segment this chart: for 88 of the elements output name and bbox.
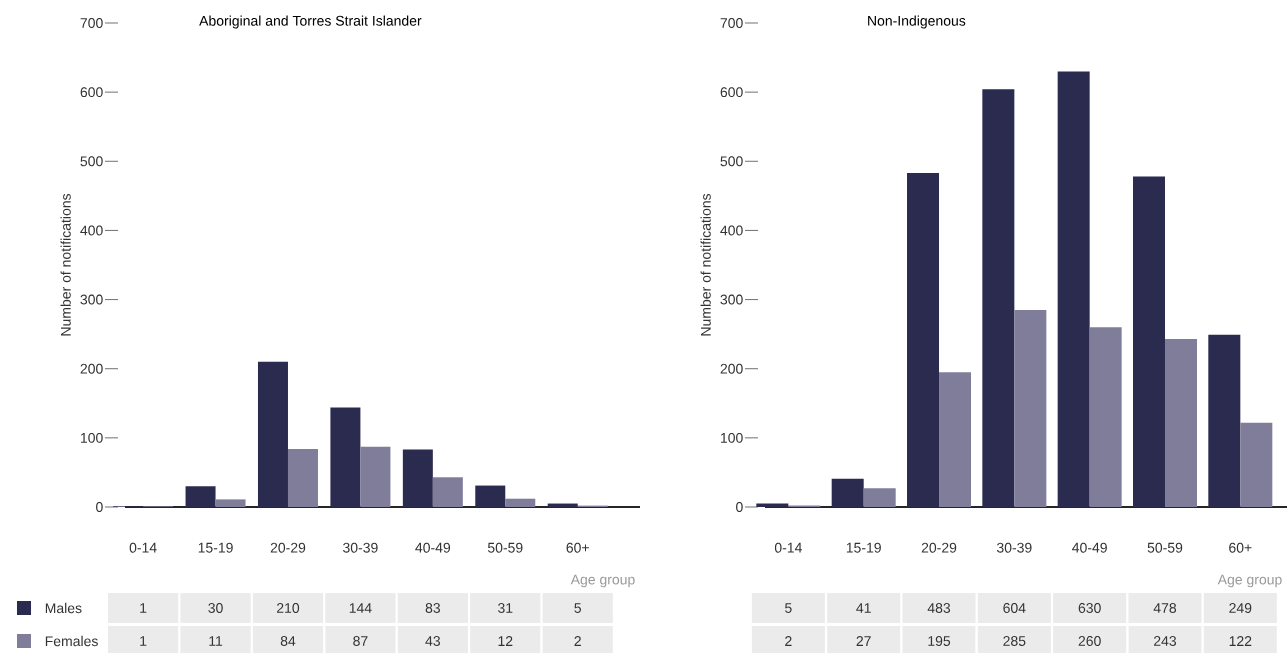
x-tick-label: 15-19 bbox=[198, 542, 233, 553]
y-tick-label: 100 bbox=[81, 432, 103, 443]
x-tick-label: 40-49 bbox=[415, 542, 451, 553]
x-tick-label: 20-29 bbox=[921, 542, 957, 553]
x-tick-label: 0-14 bbox=[129, 542, 157, 553]
data-label: 2 bbox=[574, 636, 581, 646]
y-tick-label: 400 bbox=[720, 225, 743, 236]
y-axis-title: Number of notifications bbox=[700, 193, 711, 336]
bar bbox=[982, 89, 1015, 507]
bar bbox=[287, 448, 318, 507]
y-tick-label: 600 bbox=[80, 87, 103, 98]
x-tick-label: 15-19 bbox=[846, 542, 881, 553]
bar bbox=[402, 449, 433, 507]
data-label: 43 bbox=[425, 636, 441, 646]
data-label: 87 bbox=[353, 636, 368, 646]
chart-title: Non-Indigenous bbox=[868, 15, 966, 29]
bar bbox=[863, 488, 896, 507]
data-label: 12 bbox=[498, 636, 513, 646]
data-label: 478 bbox=[1153, 603, 1177, 613]
y-tick-label: 500 bbox=[80, 156, 103, 167]
x-tick-label: 30-39 bbox=[343, 542, 378, 553]
bar bbox=[1165, 338, 1197, 507]
bar bbox=[1133, 176, 1165, 507]
data-label: 41 bbox=[856, 603, 871, 613]
x-tick-label: 40-49 bbox=[1072, 542, 1107, 553]
bar bbox=[1089, 327, 1122, 507]
data-label: 31 bbox=[498, 603, 513, 613]
x-tick-label: 0-14 bbox=[774, 542, 802, 553]
data-label: 5 bbox=[785, 603, 792, 613]
y-tick-label: 100 bbox=[721, 432, 743, 443]
legend-label: Males bbox=[45, 602, 82, 614]
y-tick-label: 0 bbox=[736, 502, 743, 512]
y-tick-label: 300 bbox=[80, 294, 103, 305]
data-label: 11 bbox=[209, 636, 223, 646]
y-tick-label: 400 bbox=[80, 225, 103, 236]
bar bbox=[831, 478, 864, 507]
bar bbox=[939, 372, 972, 507]
data-label: 210 bbox=[277, 603, 300, 613]
y-tick-label: 700 bbox=[80, 18, 103, 28]
y-tick-label: 200 bbox=[720, 363, 743, 374]
x-tick-label: 60+ bbox=[1229, 542, 1252, 553]
bar bbox=[505, 498, 536, 507]
y-tick-label: 700 bbox=[720, 18, 743, 28]
data-label: 5 bbox=[574, 603, 582, 613]
chart-title: Aboriginal and Torres Strait Islander bbox=[199, 15, 422, 29]
bar bbox=[215, 499, 246, 507]
legend-label: Females bbox=[45, 635, 98, 647]
data-label: 144 bbox=[349, 603, 372, 613]
data-label: 2 bbox=[785, 636, 792, 646]
x-tick-label: 50-59 bbox=[1147, 542, 1183, 553]
data-label: 27 bbox=[856, 636, 871, 646]
data-label: 604 bbox=[1003, 603, 1026, 613]
data-label: 285 bbox=[1003, 636, 1026, 646]
y-tick-label: 200 bbox=[80, 363, 103, 374]
data-label: 260 bbox=[1078, 636, 1101, 646]
bar bbox=[330, 407, 361, 507]
bar bbox=[1014, 309, 1047, 507]
data-label: 1 bbox=[140, 636, 147, 646]
x-tick-label: 20-29 bbox=[270, 542, 306, 553]
y-tick-label: 500 bbox=[720, 156, 743, 167]
bar bbox=[475, 485, 506, 507]
x-tick-label: 30-39 bbox=[996, 542, 1032, 553]
x-tick-label: 60+ bbox=[566, 542, 589, 553]
bar bbox=[1240, 422, 1273, 507]
data-label: 84 bbox=[280, 636, 296, 646]
data-label: 195 bbox=[928, 636, 951, 646]
y-tick-label: 300 bbox=[720, 294, 743, 305]
data-label: 30 bbox=[208, 603, 223, 613]
bar bbox=[1057, 71, 1090, 507]
bar bbox=[907, 173, 940, 507]
data-label: 122 bbox=[1229, 636, 1252, 646]
y-axis-title: Number of notifications bbox=[60, 193, 71, 336]
data-label: 483 bbox=[927, 603, 951, 613]
data-label: 243 bbox=[1154, 636, 1177, 646]
y-tick-label: 0 bbox=[96, 502, 103, 512]
bar bbox=[185, 486, 216, 507]
bar bbox=[257, 361, 288, 507]
bar bbox=[432, 477, 463, 507]
x-axis-title: Age group bbox=[1217, 574, 1282, 588]
x-tick-label: 50-59 bbox=[487, 542, 523, 553]
y-tick-label: 600 bbox=[720, 87, 743, 98]
data-label: 1 bbox=[140, 603, 147, 613]
data-label: 83 bbox=[425, 603, 441, 613]
bar bbox=[1208, 334, 1241, 507]
data-label: 630 bbox=[1078, 603, 1101, 613]
x-axis-title: Age group bbox=[570, 574, 635, 588]
data-label: 249 bbox=[1229, 603, 1252, 613]
bar bbox=[360, 446, 391, 507]
